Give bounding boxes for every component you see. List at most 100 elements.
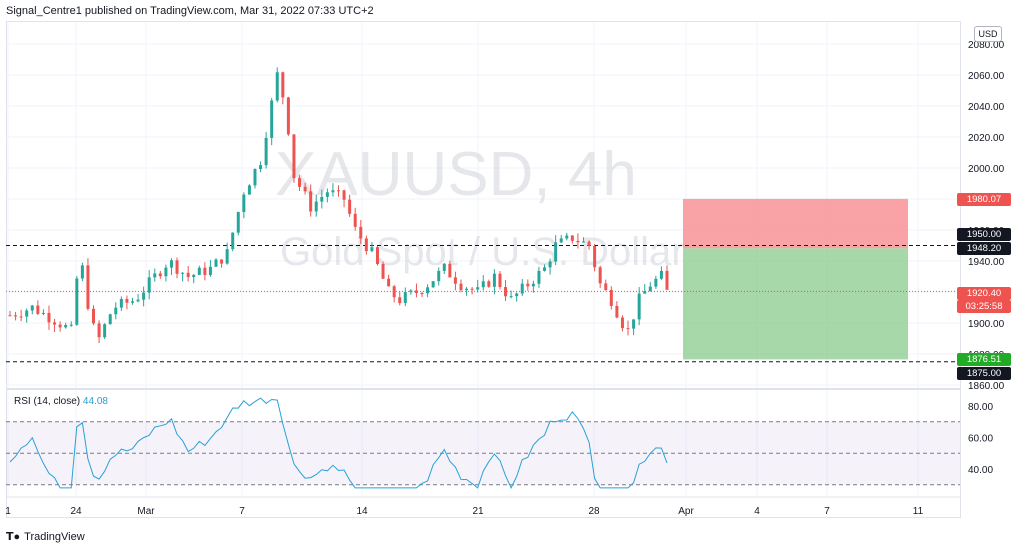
rsi-legend[interactable]: RSI (14, close) 44.08 xyxy=(14,396,108,407)
candle-body xyxy=(36,305,40,314)
candle-body xyxy=(303,186,307,192)
candle-body xyxy=(565,235,569,239)
candle-body xyxy=(487,281,491,287)
candle-body xyxy=(643,291,647,294)
candle-body xyxy=(515,293,519,297)
candle-body xyxy=(509,296,513,298)
price-tick-label: 1900.00 xyxy=(968,319,1005,330)
candle-body xyxy=(392,286,396,298)
candle-body xyxy=(554,242,558,262)
candle-body xyxy=(264,137,268,166)
candle-body xyxy=(247,185,251,195)
time-tick-label: 24 xyxy=(70,506,82,517)
rsi-pane xyxy=(6,397,960,489)
time-tick-label: 28 xyxy=(588,506,600,517)
candle-body xyxy=(225,249,229,264)
take-profit-zone xyxy=(683,248,908,360)
time-tick-label: 4 xyxy=(754,506,760,517)
candle-body xyxy=(214,259,218,267)
candle-body xyxy=(325,192,329,197)
candle-body xyxy=(331,190,335,193)
candle-body xyxy=(581,241,585,243)
candle-body xyxy=(593,245,597,268)
footer-brand: TradingView xyxy=(24,530,85,543)
candle-body xyxy=(476,287,480,290)
candle-body xyxy=(604,283,608,291)
candle-body xyxy=(470,288,474,290)
candle-body xyxy=(632,319,636,329)
candle-body xyxy=(25,310,29,317)
candle-body xyxy=(375,247,379,264)
time-tick-label: Mar xyxy=(137,506,155,517)
candle-body xyxy=(208,266,212,275)
candle-body xyxy=(570,235,574,241)
candle-body xyxy=(197,267,201,275)
candle-body xyxy=(409,290,413,293)
candle-body xyxy=(543,267,547,271)
candle-body xyxy=(526,283,530,287)
candle-body xyxy=(19,316,23,318)
candle-body xyxy=(320,196,324,202)
candle-body xyxy=(459,283,463,291)
candle-body xyxy=(559,238,563,243)
candle-body xyxy=(626,328,630,330)
candle-body xyxy=(337,190,340,192)
candle-body xyxy=(270,100,274,138)
candle-body xyxy=(142,292,146,300)
stop-loss-zone xyxy=(683,198,908,249)
candle-body xyxy=(364,238,368,252)
watermark-name: Gold Spot / U.S. Dollar xyxy=(280,230,685,274)
candle-body xyxy=(292,134,296,179)
candle-body xyxy=(259,165,263,170)
candle-body xyxy=(181,272,185,274)
candle-body xyxy=(47,312,51,323)
currency-label[interactable]: USD xyxy=(974,26,1002,42)
candle-body xyxy=(398,297,402,304)
tradingview-logo-icon: 𝗧● xyxy=(6,531,21,543)
candle-body xyxy=(8,315,12,317)
candle-body xyxy=(53,322,57,325)
candle-body xyxy=(648,286,652,292)
candle-body xyxy=(537,270,541,284)
footer[interactable]: 𝗧● TradingView xyxy=(6,530,85,544)
candle-body xyxy=(370,247,374,252)
candle-body xyxy=(465,288,469,291)
candles xyxy=(8,67,669,344)
rsi-tick-label: 60.00 xyxy=(968,434,993,445)
candle-body xyxy=(654,278,658,287)
time-tick-label: 7 xyxy=(824,506,830,517)
candle-body xyxy=(520,283,524,294)
candle-body xyxy=(481,281,485,288)
candle-body xyxy=(108,314,112,325)
price-tick-label: 1940.00 xyxy=(968,257,1005,268)
candle-body xyxy=(103,324,107,338)
candle-body xyxy=(587,241,591,246)
chart-frame xyxy=(6,21,961,518)
candle-body xyxy=(192,274,196,278)
price-tick-label: 2060.00 xyxy=(968,71,1005,82)
candle-body xyxy=(348,199,352,214)
trade-position-box xyxy=(683,198,908,360)
horizontal-levels xyxy=(6,245,958,363)
candle-body xyxy=(97,323,101,338)
rsi-label: RSI (14, close) xyxy=(14,396,81,407)
candle-body xyxy=(253,169,257,186)
candle-body xyxy=(437,270,441,282)
candle-body xyxy=(448,263,452,278)
candle-body xyxy=(453,277,457,284)
candle-body xyxy=(620,317,624,329)
rsi-value: 44.08 xyxy=(82,396,108,407)
candle-body xyxy=(387,278,391,287)
candle-body xyxy=(220,259,224,264)
candle-body xyxy=(75,278,79,325)
candle-body xyxy=(58,324,62,328)
candle-body xyxy=(531,283,535,287)
rsi-line xyxy=(9,397,668,489)
candle-body xyxy=(136,299,140,302)
entry-price-tag: 1948.20 xyxy=(957,242,1011,255)
candle-body xyxy=(359,226,363,239)
candle-body xyxy=(431,281,435,288)
candle-body xyxy=(665,270,669,290)
candle-body xyxy=(353,213,357,227)
